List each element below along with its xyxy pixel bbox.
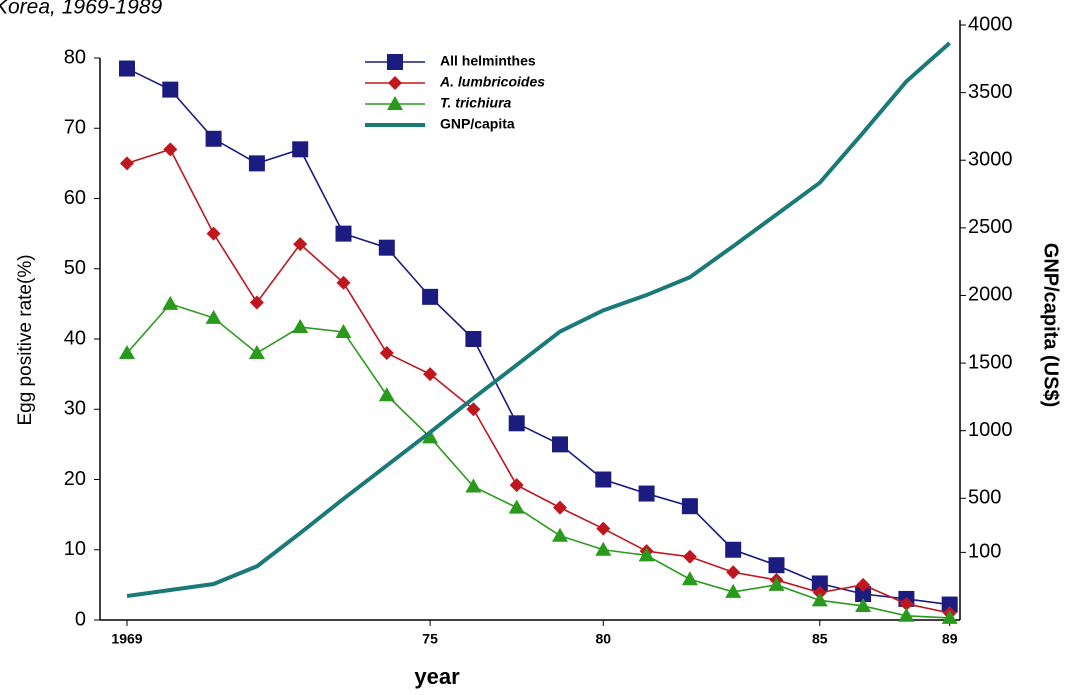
data-point xyxy=(768,576,785,591)
x-axis-label: year xyxy=(414,664,460,689)
data-point xyxy=(335,225,352,242)
data-point xyxy=(508,415,525,432)
y-tick-label: 40 xyxy=(64,327,86,349)
data-point xyxy=(595,471,612,488)
data-point xyxy=(205,130,222,147)
y-axis-label: Egg positive rate(%) xyxy=(15,254,36,425)
x-tick-label: 89 xyxy=(942,631,958,647)
legend-marker xyxy=(388,76,402,90)
data-point xyxy=(422,429,439,444)
data-point xyxy=(681,571,698,586)
series-line xyxy=(126,41,952,599)
legend-marker xyxy=(387,54,403,70)
data-point xyxy=(293,237,308,252)
data-point xyxy=(509,478,524,493)
data-point xyxy=(206,226,221,241)
data-point xyxy=(292,319,309,334)
data-point xyxy=(465,478,482,493)
y2-tick-label: 3000 xyxy=(968,149,1013,171)
legend-label: GNP/capita xyxy=(440,116,515,132)
data-point xyxy=(855,597,872,612)
data-point xyxy=(725,541,742,558)
data-point xyxy=(205,309,222,324)
y-tick-label: 80 xyxy=(64,46,86,68)
x-tick-label: 80 xyxy=(596,631,612,647)
y-tick-label: 0 xyxy=(75,608,86,630)
data-point xyxy=(941,609,958,624)
data-point xyxy=(119,345,135,360)
series-line xyxy=(126,67,950,606)
data-point xyxy=(898,607,915,622)
data-point xyxy=(552,527,568,542)
y2-axis-label: GNP/capita (US$) xyxy=(1040,243,1062,407)
data-point xyxy=(423,367,438,382)
data-point xyxy=(335,323,352,338)
data-point xyxy=(162,295,179,310)
y-tick-label: 70 xyxy=(64,117,86,139)
data-point xyxy=(596,521,611,536)
legend-label: T. trichiura xyxy=(440,95,512,111)
y2-tick-label: 1500 xyxy=(968,351,1013,373)
data-point xyxy=(726,565,741,580)
y-tick-label: 20 xyxy=(64,468,86,490)
data-point xyxy=(248,155,265,172)
data-point xyxy=(162,81,179,98)
y2-tick-label: 500 xyxy=(968,487,1001,509)
y2-tick-label: 2000 xyxy=(968,284,1013,306)
y2-tick-label: 100 xyxy=(968,541,1001,563)
data-point xyxy=(119,60,135,77)
data-point xyxy=(422,288,439,305)
data-point xyxy=(638,547,655,562)
data-point xyxy=(941,596,958,613)
data-point xyxy=(378,239,395,256)
data-point xyxy=(681,498,698,515)
data-point xyxy=(465,331,482,347)
y-tick-label: 30 xyxy=(64,398,86,420)
x-tick-label: 75 xyxy=(422,631,438,647)
data-point xyxy=(899,596,914,611)
data-point xyxy=(638,485,655,502)
y-tick-label: 60 xyxy=(64,187,86,209)
y-tick-label: 50 xyxy=(64,257,86,279)
data-point xyxy=(855,586,872,603)
data-point xyxy=(466,402,481,417)
y-tick-label: 10 xyxy=(64,538,86,560)
legend-label: A. lumbricoides xyxy=(439,74,545,90)
data-point xyxy=(336,275,351,290)
series-line xyxy=(126,302,950,619)
data-point xyxy=(379,346,394,361)
data-point xyxy=(249,295,264,310)
data-point xyxy=(768,557,785,574)
data-point xyxy=(378,387,395,402)
y2-tick-label: 3500 xyxy=(968,81,1013,103)
legend-label: All helminthes xyxy=(440,53,536,69)
data-point xyxy=(292,141,309,158)
data-point xyxy=(120,156,134,171)
x-tick-label: 1969 xyxy=(111,631,142,647)
legend-marker xyxy=(387,96,403,110)
y2-tick-label: 2500 xyxy=(968,216,1013,238)
data-point xyxy=(682,549,697,564)
data-point xyxy=(856,577,871,592)
data-point xyxy=(248,345,265,360)
data-point xyxy=(595,541,612,556)
data-point xyxy=(725,583,742,598)
y2-tick-label: 1000 xyxy=(968,419,1013,441)
data-point xyxy=(553,500,567,515)
data-point xyxy=(508,499,525,514)
data-point xyxy=(552,436,568,453)
chart-title: Korea, 1969-1989 xyxy=(0,0,162,19)
data-point xyxy=(811,575,828,592)
y2-tick-label: 4000 xyxy=(968,13,1013,35)
x-tick-label: 85 xyxy=(812,631,828,647)
data-point xyxy=(811,592,828,607)
data-point xyxy=(163,142,178,157)
series-line xyxy=(126,148,950,614)
